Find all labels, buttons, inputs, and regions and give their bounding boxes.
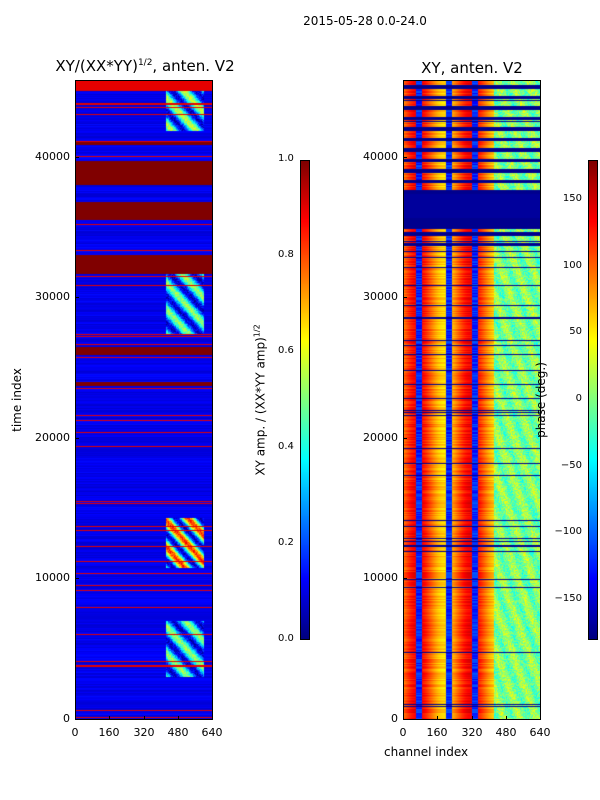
left-ytick-label: 40000 — [35, 150, 70, 163]
left-panel-title: XY/(XX*YY)1/2, anten. V2 — [45, 57, 245, 75]
right-xtick-label: 0 — [399, 726, 407, 739]
left-xtick-label: 320 — [133, 726, 155, 739]
left-tick-mark — [178, 716, 179, 720]
left-xtick-label: 480 — [167, 726, 189, 739]
right-ytick-label: 20000 — [363, 431, 398, 444]
right-ytick-label: 30000 — [363, 290, 398, 303]
left-ytick-label: 20000 — [35, 431, 70, 444]
left-colorbar-tick: 0.0 — [278, 633, 294, 644]
right-colorbar-label: phase (deg.) — [534, 362, 548, 438]
right-xtick-label: 160 — [426, 726, 448, 739]
left-colorbar-canvas — [301, 161, 309, 639]
right-tick-mark — [403, 578, 407, 579]
left-colorbar-tick: 0.8 — [278, 249, 294, 260]
right-colorbar-tick: 0 — [575, 393, 582, 404]
right-colorbar-tick: 150 — [562, 193, 582, 204]
right-heatmap-frame[interactable] — [403, 80, 541, 720]
right-colorbar-tick: −50 — [560, 460, 582, 471]
left-title-suffix: , anten. V2 — [152, 57, 235, 75]
left-title-prefix: XY/(XX*YY) — [55, 57, 138, 75]
right-colorbar-canvas — [589, 161, 597, 639]
right-colorbar-tick: 100 — [562, 260, 582, 271]
left-tick-mark — [109, 716, 110, 720]
left-xtick-label: 0 — [71, 726, 79, 739]
left-tick-mark — [75, 297, 79, 298]
left-tick-mark — [144, 716, 145, 720]
right-xlabel: channel index — [384, 745, 469, 759]
right-ytick-label: 40000 — [363, 150, 398, 163]
left-colorbar-tick: 0.4 — [278, 441, 294, 452]
left-heatmap-canvas — [76, 81, 212, 719]
right-xtick-label: 640 — [529, 726, 551, 739]
left-title-sup: 1/2 — [137, 58, 153, 68]
left-ytick-label: 10000 — [35, 571, 70, 584]
left-cb-label-prefix: XY amp. / (XX*YY amp) — [253, 337, 268, 476]
left-tick-mark — [75, 716, 76, 720]
left-cb-label-sup: 1/2 — [252, 324, 262, 338]
left-ylabel: time index — [10, 368, 24, 432]
right-tick-mark — [403, 297, 407, 298]
right-tick-mark — [506, 716, 507, 720]
left-tick-mark — [75, 578, 79, 579]
left-xtick-label: 640 — [201, 726, 223, 739]
left-tick-mark — [75, 438, 79, 439]
right-xtick-label: 320 — [461, 726, 483, 739]
left-heatmap-frame[interactable] — [75, 80, 213, 720]
left-colorbar-tick: 1.0 — [278, 153, 294, 164]
left-colorbar-tick: 0.6 — [278, 345, 294, 356]
right-panel-title: XY, anten. V2 — [421, 59, 523, 77]
right-tick-mark — [472, 716, 473, 720]
right-ytick-label: 0 — [391, 712, 398, 725]
figure-suptitle: 2015-05-28 0.0-24.0 — [303, 14, 427, 28]
left-colorbar — [300, 160, 310, 640]
right-tick-mark — [403, 438, 407, 439]
left-ytick-label: 0 — [63, 712, 70, 725]
left-colorbar-tick: 0.2 — [278, 537, 294, 548]
right-colorbar-tick: −100 — [554, 526, 582, 537]
left-ytick-label: 30000 — [35, 290, 70, 303]
right-tick-mark — [403, 157, 407, 158]
right-colorbar-tick: 50 — [569, 326, 582, 337]
right-heatmap-canvas — [404, 81, 540, 719]
right-ytick-label: 10000 — [363, 571, 398, 584]
right-colorbar — [588, 160, 598, 640]
right-xtick-label: 480 — [495, 726, 517, 739]
left-tick-mark — [75, 157, 79, 158]
left-xtick-label: 160 — [98, 726, 120, 739]
right-tick-mark — [437, 716, 438, 720]
left-colorbar-label: XY amp. / (XX*YY amp)1/2 — [253, 324, 268, 475]
right-colorbar-tick: −150 — [554, 593, 582, 604]
